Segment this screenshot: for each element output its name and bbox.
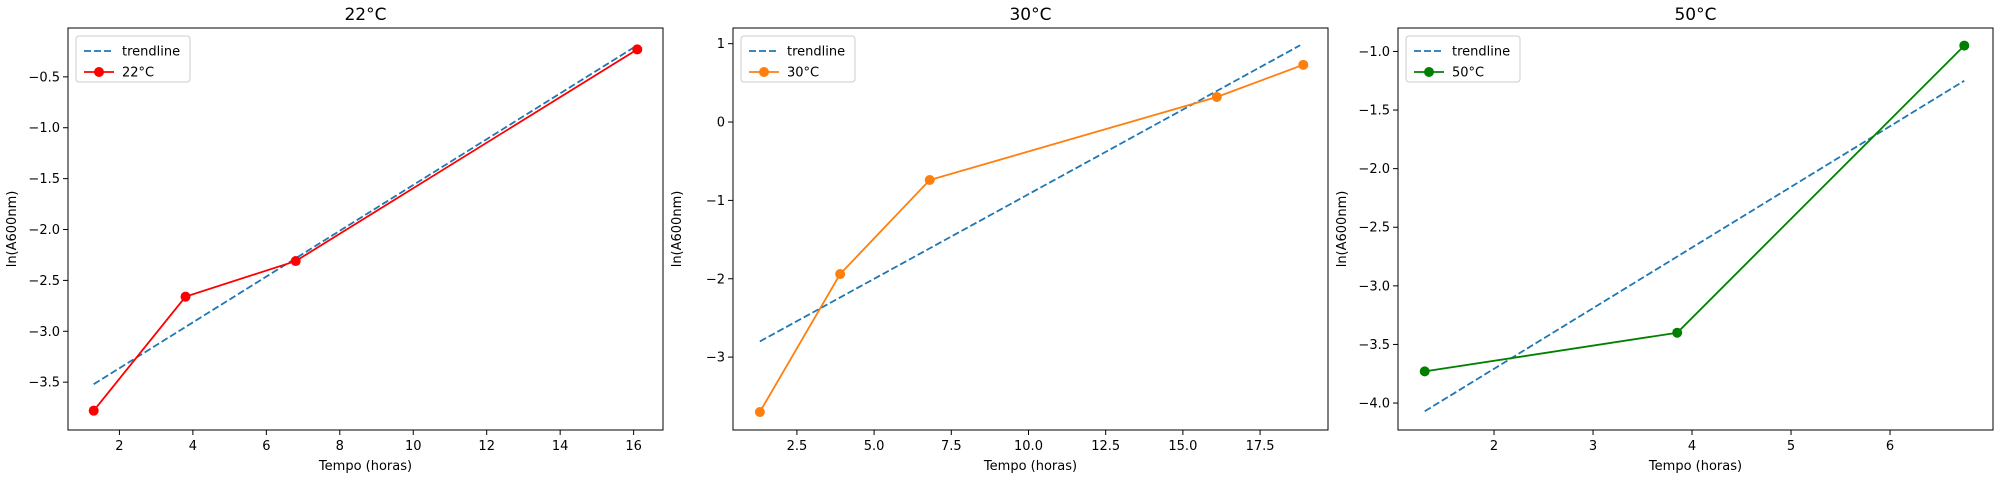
data-series-line bbox=[93, 48, 638, 412]
x-tick-label: 12.5 bbox=[1091, 439, 1120, 454]
y-tick-label: −2.0 bbox=[28, 223, 60, 238]
y-tick-label: −2 bbox=[706, 272, 725, 287]
y-tick-label: −1.5 bbox=[1358, 104, 1390, 119]
chart-title: 50°C bbox=[1674, 5, 1716, 25]
data-point bbox=[632, 44, 643, 55]
y-axis-label: ln(A600nm) bbox=[670, 191, 685, 268]
chart-panel: 22°C 2 4 6 8 10 12 14 16 −3.5 −3.0 −2.5 −2.0 −1.5 −1.0… bbox=[5, 5, 664, 474]
data-point bbox=[1419, 366, 1430, 377]
y-tick-label: −1.0 bbox=[28, 121, 60, 136]
x-tick-label: 17.5 bbox=[1246, 439, 1275, 454]
y-tick-label: −2.5 bbox=[1358, 221, 1390, 236]
chart-title: 30°C bbox=[1009, 5, 1051, 25]
plot-frame bbox=[67, 27, 664, 431]
data-point bbox=[835, 269, 846, 280]
plot-frame bbox=[1397, 27, 1994, 431]
legend-box bbox=[75, 35, 191, 83]
data-point bbox=[88, 405, 99, 416]
legend-box bbox=[1405, 35, 1521, 83]
y-tick-label: −2.5 bbox=[28, 274, 60, 289]
y-tick-label: −2.0 bbox=[1358, 162, 1390, 177]
x-tick-label: 2 bbox=[115, 439, 123, 454]
y-tick-label: −3 bbox=[706, 351, 725, 366]
chart-title: 22°C bbox=[344, 5, 386, 25]
trendline-series-line bbox=[759, 44, 1301, 343]
data-point bbox=[754, 406, 765, 417]
x-tick-label: 12 bbox=[478, 439, 495, 454]
x-tick-label: 6 bbox=[1886, 439, 1894, 454]
y-tick-label: −3.5 bbox=[28, 376, 60, 391]
x-tick-label: 4 bbox=[1688, 439, 1696, 454]
data-series-line bbox=[759, 63, 1304, 413]
x-axis-label: Tempo (horas) bbox=[983, 459, 1077, 474]
y-axis-label: ln(A600nm) bbox=[5, 191, 20, 268]
y-tick-label: −0.5 bbox=[28, 70, 60, 85]
y-axis-label: ln(A600nm) bbox=[1335, 191, 1350, 268]
x-tick-label: 10.0 bbox=[1014, 439, 1043, 454]
legend-swatch-marker bbox=[1424, 67, 1434, 77]
trendline-series-line bbox=[1424, 79, 1965, 413]
legend-entry-label: trendline bbox=[1452, 45, 1510, 60]
legend-entry-label: 50°C bbox=[1452, 66, 1484, 81]
legend-entry-label: trendline bbox=[122, 45, 180, 60]
trendline-series-line bbox=[93, 44, 638, 385]
x-tick-label: 5 bbox=[1787, 439, 1795, 454]
y-tick-label: −3.0 bbox=[1358, 279, 1390, 294]
y-tick-label: 0 bbox=[717, 116, 725, 131]
data-point bbox=[180, 291, 191, 302]
y-tick-label: 1 bbox=[717, 37, 725, 52]
x-tick-label: 7.5 bbox=[941, 439, 962, 454]
x-tick-label: 2 bbox=[1490, 439, 1498, 454]
data-series-line bbox=[1424, 44, 1965, 373]
chart-panel: 50°C 2 3 4 5 6 −4.0 −3.5 −3.0 −2.5 −2.0 −1.5 −1.0 Tem… bbox=[1335, 5, 1994, 474]
legend-entry-label: 22°C bbox=[122, 66, 154, 81]
x-tick-label: 16 bbox=[625, 439, 642, 454]
x-tick-label: 2.5 bbox=[787, 439, 808, 454]
data-point bbox=[290, 256, 301, 267]
data-point bbox=[1672, 327, 1683, 338]
y-tick-label: −1 bbox=[706, 194, 725, 209]
x-axis-label: Tempo (horas) bbox=[318, 459, 412, 474]
plot-frame bbox=[732, 27, 1329, 431]
data-point bbox=[1959, 40, 1970, 51]
y-tick-label: −1.0 bbox=[1358, 45, 1390, 60]
y-tick-label: −3.0 bbox=[28, 325, 60, 340]
x-tick-label: 3 bbox=[1589, 439, 1597, 454]
x-tick-label: 5.0 bbox=[864, 439, 885, 454]
legend-box bbox=[740, 35, 856, 83]
y-tick-label: −3.5 bbox=[1358, 338, 1390, 353]
x-tick-label: 14 bbox=[552, 439, 569, 454]
data-point bbox=[1298, 59, 1309, 70]
chart-panel: 30°C 2.5 5.0 7.5 10.0 12.5 15.0 17.5 −3 −2 −1 0 1 Tem… bbox=[670, 5, 1329, 474]
x-tick-label: 8 bbox=[336, 439, 344, 454]
legend-entry-label: trendline bbox=[787, 45, 845, 60]
legend-swatch-marker bbox=[94, 67, 104, 77]
x-tick-label: 10 bbox=[405, 439, 422, 454]
y-tick-label: −1.5 bbox=[28, 172, 60, 187]
x-tick-label: 6 bbox=[262, 439, 270, 454]
x-tick-label: 15.0 bbox=[1168, 439, 1197, 454]
x-tick-label: 4 bbox=[189, 439, 197, 454]
legend-entry-label: 30°C bbox=[787, 66, 819, 81]
y-tick-label: −4.0 bbox=[1358, 397, 1390, 412]
legend-swatch-marker bbox=[759, 67, 769, 77]
x-axis-label: Tempo (horas) bbox=[1648, 459, 1742, 474]
data-point bbox=[924, 175, 935, 186]
data-point bbox=[1211, 91, 1222, 102]
